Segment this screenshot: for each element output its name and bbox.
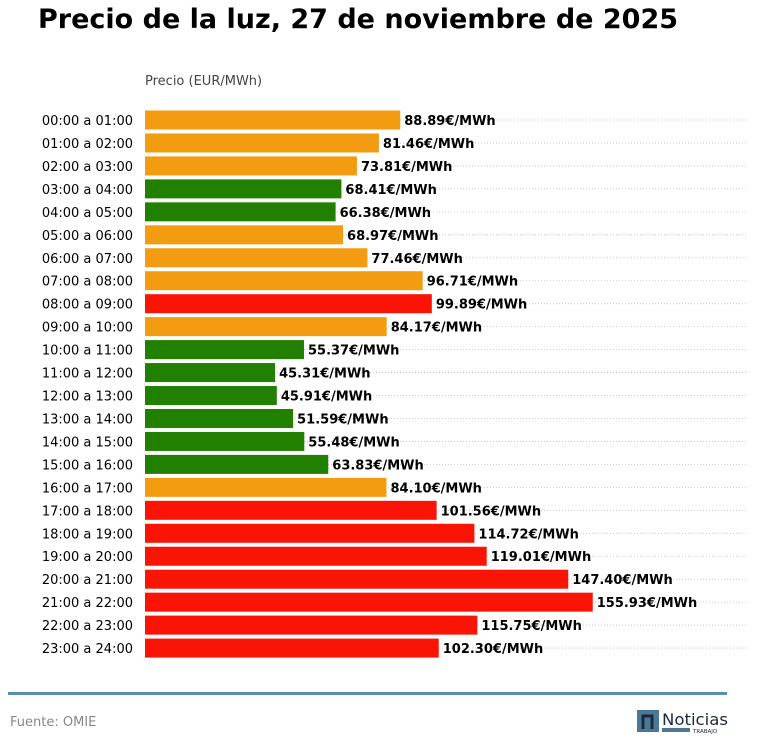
- bar: [145, 500, 437, 520]
- noticias-trabajo-logo: Noticias TRABAJO: [637, 710, 728, 735]
- data-label: 84.10€/MWh: [390, 481, 481, 496]
- category-label: 01:00 a 02:00: [42, 137, 133, 152]
- chart-title: Precio de la luz, 27 de noviembre de 202…: [38, 4, 679, 35]
- bar: [145, 317, 387, 337]
- bar-chart: 00:00 a 01:00 88.89€/MWh 01:00 a 02:00 81.4…: [42, 110, 748, 658]
- bar: [145, 156, 357, 176]
- data-label: 68.97€/MWh: [347, 229, 438, 244]
- category-label: 07:00 a 08:00: [42, 275, 133, 290]
- data-label: 119.01€/MWh: [491, 550, 592, 565]
- data-label: 115.75€/MWh: [481, 619, 582, 634]
- data-label: 155.93€/MWh: [597, 596, 698, 611]
- bar: [145, 340, 304, 360]
- bar: [145, 110, 401, 130]
- category-label: 17:00 a 18:00: [42, 504, 133, 519]
- data-label: 114.72€/MWh: [478, 527, 579, 542]
- svg-text:Noticias: Noticias: [662, 710, 728, 729]
- bar: [145, 638, 439, 658]
- category-label: 10:00 a 11:00: [42, 344, 133, 359]
- data-label: 68.41€/MWh: [345, 183, 436, 198]
- data-label: 66.38€/MWh: [340, 206, 431, 221]
- data-label: 63.83€/MWh: [332, 458, 423, 473]
- bar: [145, 592, 593, 612]
- data-label: 81.46€/MWh: [383, 137, 474, 152]
- data-label: 147.40€/MWh: [572, 573, 673, 588]
- category-label: 00:00 a 01:00: [42, 114, 133, 129]
- data-label: 55.37€/MWh: [308, 344, 399, 359]
- category-label: 03:00 a 04:00: [42, 183, 133, 198]
- category-label: 13:00 a 14:00: [42, 412, 133, 427]
- category-label: 09:00 a 10:00: [42, 321, 133, 336]
- data-label: 55.48€/MWh: [308, 435, 399, 450]
- footer-divider: [8, 692, 727, 695]
- svg-text:TRABAJO: TRABAJO: [692, 729, 718, 735]
- category-label: 11:00 a 12:00: [42, 367, 133, 382]
- bar: [145, 546, 487, 566]
- data-label: 99.89€/MWh: [436, 298, 527, 313]
- data-label: 73.81€/MWh: [361, 160, 452, 175]
- bar: [145, 477, 387, 497]
- category-label: 14:00 a 15:00: [42, 435, 133, 450]
- category-label: 16:00 a 17:00: [42, 481, 133, 496]
- bar: [145, 386, 277, 406]
- data-label: 102.30€/MWh: [443, 642, 544, 657]
- bar: [145, 248, 368, 268]
- bar: [145, 431, 305, 451]
- bar: [145, 569, 569, 589]
- category-label: 02:00 a 03:00: [42, 160, 133, 175]
- bar: [145, 179, 342, 199]
- source-text: Fuente: OMIE: [10, 715, 97, 730]
- bar: [145, 523, 475, 543]
- bar: [145, 271, 423, 291]
- category-label: 12:00 a 13:00: [42, 390, 133, 405]
- category-label: 19:00 a 20:00: [42, 550, 133, 565]
- bar: [145, 408, 294, 428]
- bar: [145, 133, 379, 153]
- data-label: 101.56€/MWh: [441, 504, 542, 519]
- bar: [145, 294, 432, 314]
- bar: [145, 615, 478, 635]
- bar: [145, 363, 276, 383]
- x-axis-label: Precio (EUR/MWh): [145, 74, 263, 89]
- data-label: 51.59€/MWh: [297, 412, 388, 427]
- category-label: 15:00 a 16:00: [42, 458, 133, 473]
- data-label: 88.89€/MWh: [404, 114, 495, 129]
- category-label: 21:00 a 22:00: [42, 596, 133, 611]
- data-label: 45.91€/MWh: [281, 390, 372, 405]
- bar: [145, 454, 329, 474]
- data-label: 96.71€/MWh: [427, 275, 518, 290]
- data-label: 77.46€/MWh: [371, 252, 462, 267]
- category-label: 05:00 a 06:00: [42, 229, 133, 244]
- category-label: 08:00 a 09:00: [42, 298, 133, 313]
- category-label: 22:00 a 23:00: [42, 619, 133, 634]
- category-label: 18:00 a 19:00: [42, 527, 133, 542]
- category-label: 20:00 a 21:00: [42, 573, 133, 588]
- category-label: 23:00 a 24:00: [42, 642, 133, 657]
- data-label: 84.17€/MWh: [391, 321, 482, 336]
- bar: [145, 225, 344, 245]
- data-label: 45.31€/MWh: [279, 367, 370, 382]
- category-label: 06:00 a 07:00: [42, 252, 133, 267]
- category-label: 04:00 a 05:00: [42, 206, 133, 221]
- bar: [145, 202, 336, 222]
